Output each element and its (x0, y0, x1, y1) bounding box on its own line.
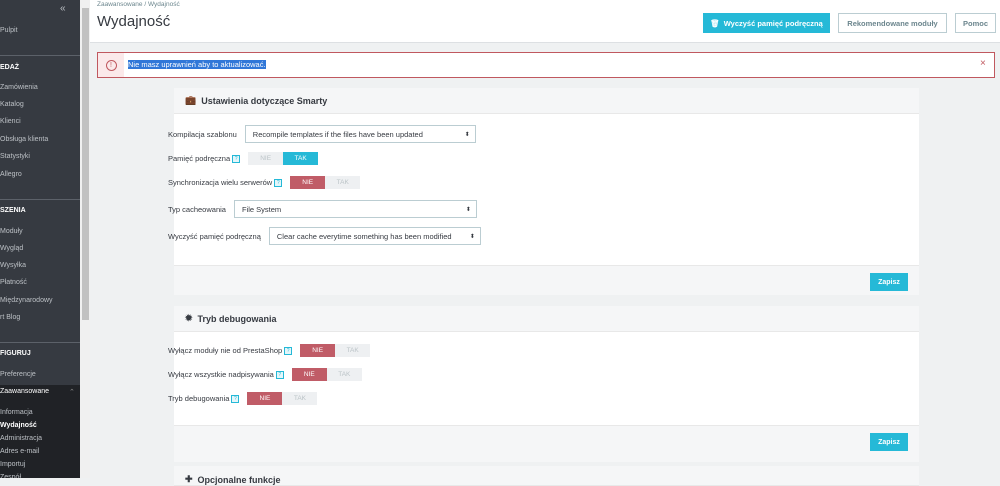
switch-yes[interactable]: TAK (325, 176, 361, 189)
page-title: Wydajność (97, 13, 171, 30)
sidebar-item[interactable]: Allegro (0, 171, 22, 178)
switch-yes[interactable]: TAK (283, 152, 319, 165)
select-arrows-icon: ⬍ (469, 233, 475, 240)
sidebar-item[interactable]: Zespół (0, 474, 22, 478)
sidebar-item[interactable]: Klienci (0, 118, 21, 125)
compile-value: Recompile templates if the files have be… (252, 129, 423, 139)
cache-switch[interactable]: NIE TAK (248, 152, 319, 165)
sidebar-item[interactable]: Obsługa klienta (0, 136, 49, 143)
help-button[interactable]: Pomoc (955, 13, 996, 33)
exclamation-circle-icon: ! (98, 53, 124, 77)
sidebar-item[interactable]: Statystyki (0, 153, 30, 160)
switch-no[interactable]: NIE (248, 152, 284, 165)
cache-type-label: Typ cacheowania (168, 204, 226, 214)
breadcrumb-item[interactable]: Zaawansowane (97, 1, 143, 8)
help-icon[interactable]: ? (274, 179, 283, 187)
multi-server-label: Synchronizacja wielu serwerów? (168, 178, 283, 187)
help-icon[interactable]: ? (284, 347, 293, 355)
breadcrumb-sep: / (144, 1, 147, 8)
sidebar-item: EDAŻ (0, 64, 20, 71)
panel-title: Tryb debugowania (197, 313, 277, 324)
collapse-sidebar-icon[interactable]: « (60, 3, 66, 14)
clear-cache-label: Wyczyść pamięć podręczną (168, 231, 261, 241)
switch-yes[interactable]: TAK (335, 344, 371, 357)
sidebar-item: SZENIA (0, 207, 26, 214)
briefcase-icon: 💼 (185, 95, 197, 105)
debug-mode-switch[interactable]: NIE TAK (247, 392, 318, 405)
breadcrumb-item: Wydajność (147, 1, 180, 8)
divider (0, 55, 80, 56)
breadcrumb: Zaawansowane / Wydajność (97, 1, 180, 8)
switch-no[interactable]: NIE (300, 344, 336, 357)
smarty-panel: 💼 Ustawienia dotyczące Smarty Kompilacja … (168, 88, 919, 295)
clear-cache-button[interactable]: 🗑 Wyczyść pamięć podręczną (703, 13, 830, 33)
trash-icon: 🗑 (710, 18, 720, 28)
overrides-label: Wyłącz wszystkie nadpisywania? (168, 370, 284, 379)
sidebar-item[interactable]: Importuj (0, 461, 26, 468)
sidebar-item[interactable]: Wydajność (0, 422, 37, 429)
non-prestashop-label: Wyłącz moduły nie od PrestaShop? (168, 346, 293, 355)
sidebar-item[interactable]: Adres e-mail (0, 448, 40, 455)
sidebar-item[interactable]: Administracja (0, 435, 43, 442)
clear-cache-label: Wyczyść pamięć podręczną (723, 18, 823, 28)
sidebar-item: FIGURUJ (0, 350, 31, 357)
sidebar-item[interactable]: Pulpit (0, 27, 18, 34)
compile-label: Kompilacja szablonu (168, 129, 237, 139)
sidebar-item[interactable]: Informacja (0, 409, 33, 416)
sidebar-item[interactable]: Międzynarodowy (0, 297, 53, 304)
panel-footer: Zapisz (174, 265, 919, 295)
switch-no[interactable]: NIE (247, 392, 283, 405)
switch-yes[interactable]: TAK (282, 392, 318, 405)
sidebar-item[interactable]: Wygląd (0, 245, 24, 252)
divider (0, 342, 80, 343)
sidebar: « Pulpit EDAŻ Zamówienia Katalog Klienci Obsł… (0, 0, 80, 478)
cache-type-select[interactable]: File System ⬍ (233, 200, 477, 218)
switch-no[interactable]: NIE (290, 176, 326, 189)
bug-icon: ✹ (185, 313, 193, 323)
sidebar-item[interactable]: Katalog (0, 101, 24, 108)
compile-select[interactable]: Recompile templates if the files have be… (244, 125, 476, 143)
non-prestashop-switch[interactable]: NIE TAK (300, 344, 371, 357)
page-header: Zaawansowane / Wydajność Wydajność 🗑 Wycz… (90, 0, 1000, 43)
sidebar-item[interactable]: Preferencje (0, 371, 36, 378)
error-alert: ! Nie masz uprawnień aby to aktualizować… (97, 52, 995, 78)
sidebar-item[interactable]: Zamówienia (0, 84, 38, 91)
cache-label: Pamięć podręczna? (168, 154, 241, 163)
recommended-modules-button[interactable]: Rekomendowane moduły (838, 13, 947, 33)
panel-title: Opcjonalne funkcje (197, 475, 281, 485)
panel-footer: Zapisz (174, 425, 919, 462)
cache-type-value: File System (241, 204, 282, 214)
save-button[interactable]: Zapisz (870, 273, 908, 291)
help-icon[interactable]: ? (275, 371, 284, 379)
sidebar-item[interactable]: rt Blog (0, 314, 21, 321)
clear-cache-select[interactable]: Clear cache everytime something has been… (268, 227, 481, 245)
sidebar-item[interactable]: Moduły (0, 228, 23, 235)
multi-server-switch[interactable]: NIE TAK (290, 176, 361, 189)
close-icon[interactable]: × (980, 58, 986, 69)
save-button[interactable]: Zapisz (870, 433, 908, 451)
panel-title: Ustawienia dotyczące Smarty (201, 95, 328, 106)
select-arrows-icon: ⬍ (465, 206, 471, 213)
divider (0, 199, 80, 200)
active-section-bg (0, 385, 80, 478)
switch-no[interactable]: NIE (291, 368, 327, 381)
optional-features-panel: ✚ Opcjonalne funkcje (174, 466, 919, 486)
alert-message: Nie masz uprawnień aby to aktualizować. (128, 60, 266, 69)
chevron-up-icon[interactable]: ⌃ (69, 389, 75, 396)
help-icon[interactable]: ? (231, 395, 240, 403)
select-arrows-icon: ⬍ (464, 131, 470, 138)
puzzle-icon: ✚ (185, 474, 193, 484)
help-icon[interactable]: ? (232, 155, 241, 163)
switch-yes[interactable]: TAK (326, 368, 362, 381)
debug-panel: ✹ Tryb debugowania Wyłącz moduły nie od P… (168, 306, 919, 462)
sidebar-item[interactable]: Płatność (0, 279, 27, 286)
sidebar-item[interactable]: Wysyłka (0, 262, 26, 269)
sidebar-item[interactable]: Zaawansowane (0, 388, 50, 395)
overrides-switch[interactable]: NIE TAK (291, 368, 362, 381)
debug-mode-label: Tryb debugowania? (168, 394, 240, 403)
clear-cache-value: Clear cache everytime something has been… (276, 231, 452, 241)
scrollbar-thumb[interactable] (82, 8, 89, 320)
